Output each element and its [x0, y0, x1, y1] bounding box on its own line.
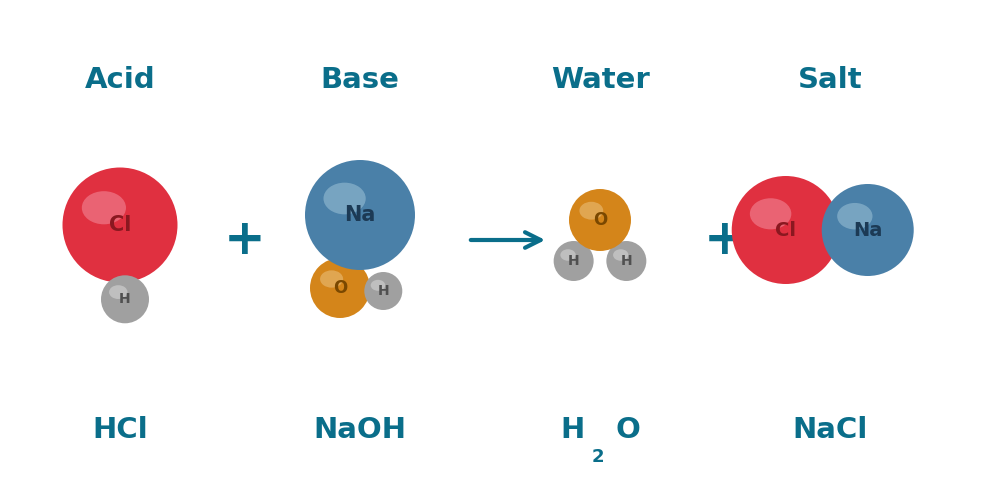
Ellipse shape [371, 280, 385, 291]
Ellipse shape [82, 191, 126, 224]
Ellipse shape [837, 203, 873, 230]
Text: Cl: Cl [109, 215, 131, 235]
Text: O: O [615, 416, 640, 444]
Ellipse shape [579, 202, 603, 220]
Circle shape [305, 160, 415, 270]
Circle shape [62, 168, 178, 282]
Text: Na: Na [344, 205, 376, 225]
Ellipse shape [109, 285, 127, 299]
Text: 2: 2 [591, 448, 604, 466]
Text: NaCl: NaCl [792, 416, 868, 444]
Circle shape [732, 176, 840, 284]
Ellipse shape [560, 249, 576, 261]
Text: Na: Na [853, 220, 882, 240]
Text: +: + [704, 216, 746, 264]
Text: HCl: HCl [92, 416, 148, 444]
Text: NaOH: NaOH [314, 416, 406, 444]
Circle shape [822, 184, 914, 276]
Text: O: O [333, 279, 347, 297]
Circle shape [101, 276, 149, 324]
Circle shape [554, 241, 594, 281]
Text: O: O [593, 211, 607, 229]
Circle shape [606, 241, 646, 281]
Ellipse shape [613, 249, 628, 261]
Circle shape [569, 189, 631, 251]
Ellipse shape [323, 182, 366, 214]
Text: +: + [224, 216, 266, 264]
Text: Base: Base [321, 66, 399, 94]
Text: Cl: Cl [775, 220, 796, 240]
Text: H: H [560, 416, 585, 444]
Text: H: H [621, 254, 632, 268]
Text: Water: Water [551, 66, 649, 94]
Text: Acid: Acid [85, 66, 155, 94]
Ellipse shape [750, 198, 791, 230]
Text: Salt: Salt [798, 66, 862, 94]
Text: H: H [568, 254, 579, 268]
Circle shape [364, 272, 402, 310]
Ellipse shape [320, 270, 343, 287]
Text: H: H [377, 284, 389, 298]
Text: H: H [119, 292, 131, 306]
Circle shape [310, 258, 370, 318]
